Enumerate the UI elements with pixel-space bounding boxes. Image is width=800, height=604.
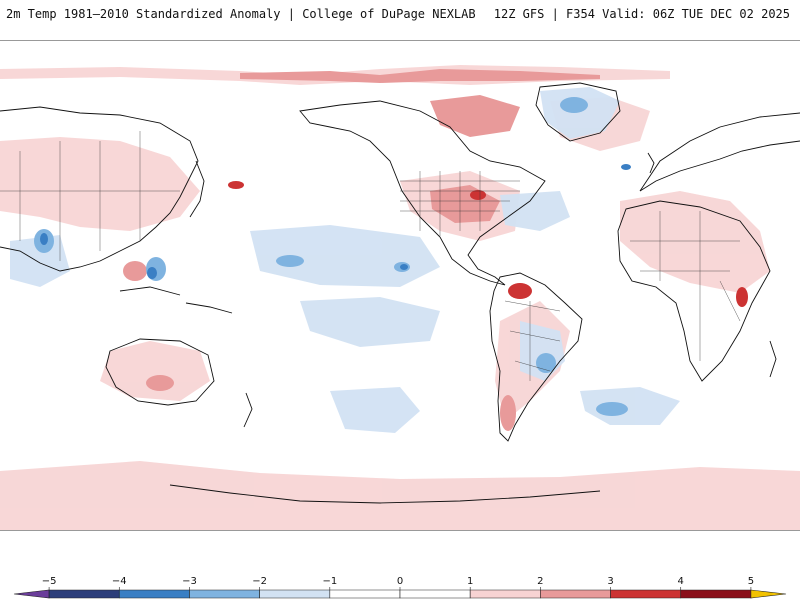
model-run-info: 12Z GFS | F354 Valid: 06Z TUE DEC 02 202… xyxy=(493,7,790,21)
colorbar-segment xyxy=(399,589,471,599)
pacific-cool-core xyxy=(276,255,304,267)
extreme-warm-anomaly xyxy=(228,181,748,307)
siberia-extreme-cool xyxy=(621,164,631,170)
australia-warm-region xyxy=(100,341,210,401)
southern-brazil-cool xyxy=(536,353,556,373)
venezuela-extreme-warm xyxy=(508,283,532,299)
atlantic-cool xyxy=(500,191,570,231)
colorbar-segment xyxy=(540,589,611,599)
colorbar-tick-label: 2 xyxy=(537,576,544,587)
arctic-strong-warm xyxy=(240,69,600,83)
africa-borders xyxy=(630,211,741,361)
siberia-extreme-warm xyxy=(228,181,244,189)
world-map xyxy=(0,40,800,531)
south-america-outline xyxy=(489,272,583,442)
colorbar-segment xyxy=(680,589,752,599)
himalaya-extreme-cool xyxy=(40,233,48,245)
colorbar-tick-label: −2 xyxy=(252,576,267,587)
colorbar-segment xyxy=(259,589,331,599)
africa-warm-region xyxy=(620,191,770,293)
southern-ocean-warm-band xyxy=(0,461,800,530)
colorbar-segment xyxy=(750,589,787,599)
pacific-extreme-cool xyxy=(400,264,408,270)
warm-anomaly-fill xyxy=(0,65,800,530)
map-title: 2m Temp 1981–2010 Standardized Anomaly |… xyxy=(6,7,476,21)
colorbar-tick-label: 0 xyxy=(396,576,404,587)
colorbar-tick-label: −3 xyxy=(182,576,197,587)
greenland-cool xyxy=(540,87,620,139)
indonesia-extreme-cool xyxy=(147,267,157,279)
colorbar-segment xyxy=(329,589,401,599)
central-pacific-cool xyxy=(250,225,440,287)
europe-outline xyxy=(639,140,800,192)
south-america-borders xyxy=(504,300,561,381)
colorbar-segment xyxy=(48,589,120,599)
south-atlantic-cool xyxy=(580,387,680,425)
east-africa-extreme-warm xyxy=(736,287,748,307)
uk-outline xyxy=(647,152,655,174)
colorbar-tick-label: −4 xyxy=(111,576,127,587)
continent-outlines xyxy=(0,82,800,504)
patagonia-warm-core xyxy=(500,395,516,431)
indonesia-outline xyxy=(119,286,233,314)
colorbar-segment xyxy=(13,589,50,599)
colorbar-tick-label: 5 xyxy=(747,576,755,587)
country-borders xyxy=(0,131,741,381)
greenland-outline xyxy=(535,82,621,142)
south-pacific-cool xyxy=(300,297,440,347)
colorbar-tick-label: 4 xyxy=(677,576,684,587)
greenland-cool-core xyxy=(560,97,588,113)
antarctica-outline xyxy=(169,484,601,504)
atlantic-cool-core xyxy=(596,402,628,416)
colorbar-tick-label: −5 xyxy=(41,576,57,587)
colorbar-tick-label: 3 xyxy=(607,576,614,587)
australia-warm-core xyxy=(146,375,174,391)
us-state-grid xyxy=(400,171,520,236)
europe-asia-outline xyxy=(0,106,800,272)
africa-outline xyxy=(617,200,771,382)
colorbar-segment xyxy=(610,589,682,599)
colorbar-tick-label: −1 xyxy=(322,576,338,587)
australia-outline xyxy=(105,338,215,406)
colorbar-svg xyxy=(13,587,787,599)
cool-anomaly-fill xyxy=(10,87,680,433)
asia-borders xyxy=(0,131,180,261)
extreme-cool-anomaly xyxy=(40,164,631,279)
anomaly-map-svg xyxy=(0,65,800,530)
southwest-pacific-cool xyxy=(330,387,420,433)
madagascar-outline xyxy=(769,340,777,378)
new-zealand-outline xyxy=(243,392,253,428)
colorbar: −5 −4 −3 −2 −1 0 1 2 3 4 5 xyxy=(0,560,800,600)
india-cool xyxy=(10,235,70,287)
southeast-asia-warm xyxy=(123,261,147,281)
north-america-outline xyxy=(299,100,546,286)
header: 2m Temp 1981–2010 Standardized Anomaly |… xyxy=(0,0,800,30)
colorbar-segment xyxy=(469,589,541,599)
scandinavia-warm xyxy=(430,95,520,137)
colorbar-segment xyxy=(189,589,260,599)
strong-warm-anomaly xyxy=(123,69,600,431)
great-lakes-extreme-warm xyxy=(470,190,486,200)
japan-outline xyxy=(189,160,205,218)
colorbar-tick-label: 1 xyxy=(466,576,474,587)
colorbar-segment xyxy=(118,589,190,599)
